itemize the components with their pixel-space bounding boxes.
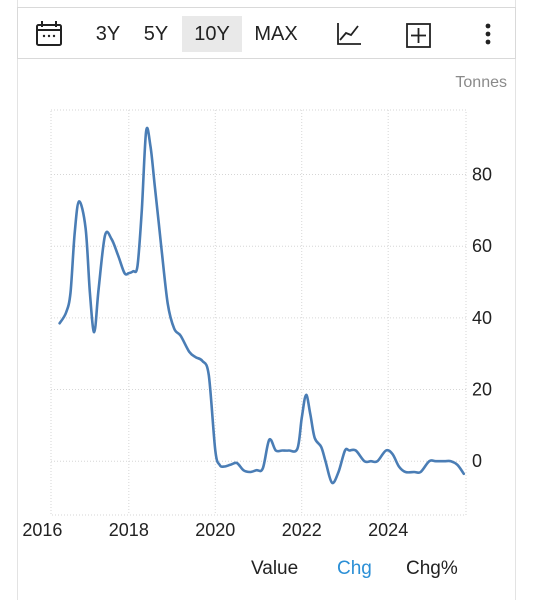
y-tick-label-20: 20 bbox=[472, 380, 492, 400]
range-5y-button[interactable]: 5Y bbox=[143, 23, 169, 45]
unit-label: Tonnes bbox=[455, 74, 507, 91]
more-vert-icon[interactable] bbox=[470, 16, 506, 52]
series-line-0 bbox=[58, 126, 466, 485]
toolbar: 3Y 5Y 10Y MAX bbox=[17, 7, 516, 59]
x-tick-label-2022: 2022 bbox=[282, 520, 322, 540]
y-tick-label-80: 80 bbox=[472, 165, 492, 185]
x-tick-label-2020: 2020 bbox=[195, 520, 235, 540]
add-compare-icon[interactable] bbox=[401, 16, 437, 52]
x-tick-label-2018: 2018 bbox=[109, 520, 149, 540]
range-3y-button[interactable]: 3Y bbox=[95, 23, 121, 45]
chart-panel bbox=[17, 0, 516, 600]
tab-chg-percent[interactable]: Chg% bbox=[406, 558, 458, 579]
y-tick-label-0: 0 bbox=[472, 451, 482, 471]
tab-chg[interactable]: Chg bbox=[337, 558, 372, 579]
line-chart-icon[interactable] bbox=[331, 16, 367, 52]
y-tick-label-60: 60 bbox=[472, 236, 492, 256]
y-tick-label-40: 40 bbox=[472, 308, 492, 328]
x-tick-label-2016: 2016 bbox=[22, 520, 62, 540]
range-max-button[interactable]: MAX bbox=[254, 23, 298, 45]
range-10y-button[interactable]: 10Y bbox=[182, 16, 242, 52]
calendar-icon[interactable] bbox=[31, 16, 67, 52]
x-tick-label-2024: 2024 bbox=[368, 520, 408, 540]
tab-value[interactable]: Value bbox=[251, 558, 299, 579]
plot-area-border bbox=[50, 109, 467, 516]
